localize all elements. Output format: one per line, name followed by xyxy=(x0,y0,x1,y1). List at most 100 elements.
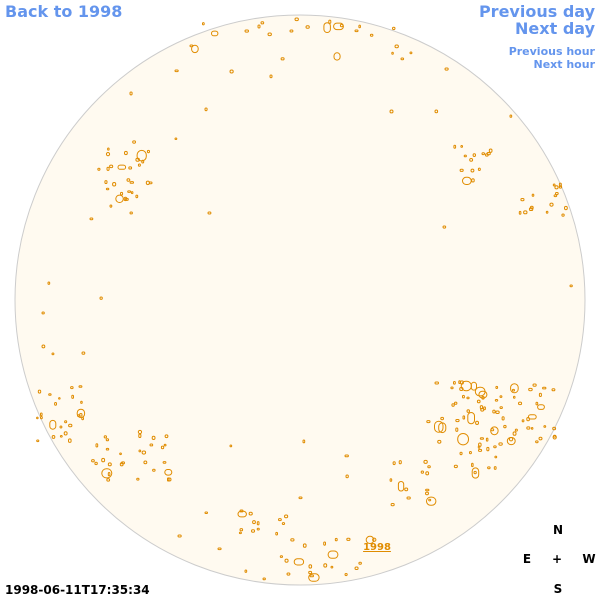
next-hour-link[interactable]: Next hour xyxy=(533,58,596,71)
contour-mark xyxy=(333,22,344,31)
contour-mark xyxy=(138,433,142,439)
contour-mark xyxy=(493,445,497,449)
contour-mark xyxy=(478,448,483,452)
contour-mark xyxy=(450,386,454,390)
contour-mark xyxy=(462,394,465,399)
contour-mark xyxy=(121,461,125,465)
contour-mark xyxy=(462,176,472,186)
compass-center: + xyxy=(551,552,563,566)
contour-mark xyxy=(564,205,568,211)
contour-mark xyxy=(251,529,256,533)
contour-mark xyxy=(535,440,539,444)
contour-mark xyxy=(476,399,481,404)
contour-mark xyxy=(64,420,68,424)
contour-mark xyxy=(494,399,499,402)
contour-mark xyxy=(41,344,46,349)
contour-mark xyxy=(160,445,165,450)
contour-mark xyxy=(398,460,402,465)
compass-east: E xyxy=(522,552,532,566)
contour-mark xyxy=(569,284,573,288)
previous-day-link[interactable]: Previous day xyxy=(478,2,595,21)
contour-mark xyxy=(518,210,522,215)
contour-mark xyxy=(503,424,507,429)
contour-mark xyxy=(244,29,249,33)
contour-mark xyxy=(51,435,56,439)
contour-mark xyxy=(512,431,517,436)
contour-mark xyxy=(70,386,74,390)
contour-mark xyxy=(499,395,503,398)
contour-mark xyxy=(126,178,131,182)
contour-mark xyxy=(543,425,547,428)
contour-mark xyxy=(189,44,194,48)
contour-mark xyxy=(164,469,173,476)
contour-mark xyxy=(117,164,127,170)
contour-mark xyxy=(457,433,470,446)
contour-mark xyxy=(284,558,289,563)
contour-mark xyxy=(260,21,265,25)
contour-mark xyxy=(211,30,219,37)
contour-mark xyxy=(238,531,242,535)
contour-mark xyxy=(511,388,516,392)
contour-mark xyxy=(481,152,485,156)
contour-mark xyxy=(453,144,457,149)
contour-mark xyxy=(37,389,42,394)
contour-mark xyxy=(442,225,447,229)
contour-mark xyxy=(558,182,562,187)
contour-mark xyxy=(109,204,113,208)
contour-mark xyxy=(59,425,63,429)
contour-mark xyxy=(68,438,72,443)
contour-mark xyxy=(434,420,444,433)
contour-mark xyxy=(480,407,485,412)
contour-mark xyxy=(323,541,327,546)
contour-mark xyxy=(510,383,519,394)
contour-mark xyxy=(549,202,554,207)
previous-hour-link[interactable]: Previous hour xyxy=(508,45,595,58)
contour-mark xyxy=(438,422,447,434)
contour-mark xyxy=(490,426,499,436)
compass-south: S xyxy=(553,582,563,596)
contour-mark xyxy=(561,213,565,217)
contour-mark xyxy=(105,447,110,451)
contour-mark xyxy=(217,547,222,551)
contour-mark xyxy=(499,406,503,409)
contour-mark xyxy=(459,451,463,456)
contour-mark xyxy=(138,449,142,453)
back-to-year-link[interactable]: Back to 1998 xyxy=(5,2,123,21)
contour-mark xyxy=(129,181,135,184)
contour-mark xyxy=(115,194,124,204)
contour-mark xyxy=(132,140,136,144)
contour-mark xyxy=(552,183,556,187)
contour-mark xyxy=(392,26,396,31)
contour-mark xyxy=(463,154,467,158)
next-day-link[interactable]: Next day xyxy=(515,19,595,38)
contour-mark xyxy=(308,573,320,582)
contour-mark xyxy=(51,352,55,356)
contour-mark xyxy=(267,32,272,37)
contour-mark xyxy=(127,190,132,193)
year-link[interactable]: 1998 xyxy=(363,542,391,553)
contour-mark xyxy=(99,296,103,300)
contour-mark xyxy=(358,561,362,565)
contour-mark xyxy=(237,510,247,518)
contour-mark xyxy=(495,385,499,389)
contour-mark xyxy=(426,420,431,424)
contour-mark xyxy=(458,380,461,385)
contour-mark xyxy=(495,410,500,414)
contour-mark xyxy=(471,467,480,479)
contour-mark xyxy=(454,401,458,405)
contour-mark xyxy=(404,487,409,492)
contour-mark xyxy=(284,514,289,519)
contour-mark xyxy=(58,397,61,400)
contour-mark xyxy=(79,413,83,417)
contour-mark xyxy=(128,166,133,170)
contour-mark xyxy=(49,419,57,430)
contour-mark xyxy=(323,563,328,568)
contour-mark xyxy=(508,437,514,442)
contour-mark xyxy=(521,419,525,423)
contour-mark xyxy=(477,167,481,172)
contour-mark xyxy=(123,196,128,202)
contour-mark xyxy=(103,435,107,439)
contour-mark xyxy=(479,437,484,440)
contour-mark xyxy=(423,459,428,464)
contour-mark xyxy=(440,416,444,421)
